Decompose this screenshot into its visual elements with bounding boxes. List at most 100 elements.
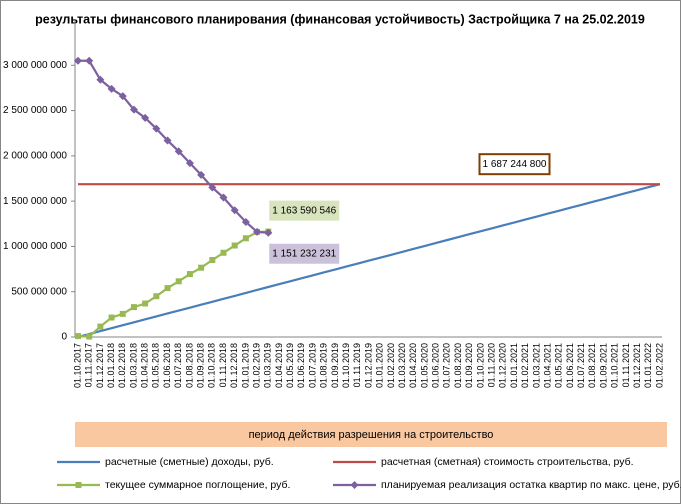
- marker: [74, 56, 82, 65]
- x-tick-label: 01.06.2020: [431, 343, 441, 388]
- marker: [219, 193, 228, 202]
- marker: [108, 314, 115, 321]
- x-tick-label: 01.12.2020: [498, 343, 508, 388]
- x-tick-label: 01.05.2019: [285, 343, 295, 388]
- x-tick-label: 01.09.2021: [598, 343, 608, 388]
- x-tick-label: 01.03.2021: [531, 343, 541, 388]
- x-tick-label: 01.02.2020: [386, 343, 396, 388]
- x-tick-label: 01.12.2019: [363, 343, 373, 388]
- x-tick-label: 01.09.2018: [195, 343, 205, 388]
- x-tick-label: 01.07.2019: [307, 343, 317, 388]
- marker: [118, 92, 127, 101]
- value-label: 1 151 232 231: [272, 248, 336, 259]
- x-tick-label: 01.04.2018: [140, 343, 150, 388]
- marker: [142, 300, 149, 307]
- marker: [119, 310, 126, 317]
- x-tick-label: 01.01.2019: [240, 343, 250, 388]
- marker: [242, 235, 249, 242]
- chart-title: результаты финансового планирования (фин…: [35, 12, 645, 26]
- x-tick-label: 01.08.2020: [453, 343, 463, 388]
- y-tick-label: 500 000 000: [11, 286, 67, 297]
- x-tick-label: 01.02.2019: [251, 343, 261, 388]
- y-tick-label: 1 000 000 000: [3, 241, 67, 252]
- x-tick-label: 01.06.2021: [565, 343, 575, 388]
- marker: [107, 84, 116, 93]
- y-tick-label: 2 000 000 000: [3, 150, 67, 161]
- x-tick-label: 01.02.2018: [117, 343, 127, 388]
- x-tick-label: 01.08.2019: [319, 343, 329, 388]
- x-tick-label: 01.12.2017: [95, 343, 105, 388]
- x-tick-label: 01.06.2018: [162, 343, 172, 388]
- x-tick-label: 01.07.2021: [576, 343, 586, 388]
- x-tick-label: 01.03.2020: [397, 343, 407, 388]
- marker: [208, 183, 217, 192]
- marker: [174, 147, 183, 156]
- legend-marker: [75, 482, 82, 488]
- x-tick-label: 01.09.2020: [464, 343, 474, 388]
- x-tick-label: 01.01.2018: [106, 343, 116, 388]
- x-tick-label: 01.12.2018: [229, 343, 239, 388]
- marker: [130, 304, 137, 311]
- annotation-band: [75, 422, 667, 447]
- y-tick-label: 3 000 000 000: [3, 60, 67, 71]
- x-tick-label: 01.07.2020: [442, 343, 452, 388]
- x-tick-label: 01.08.2021: [587, 343, 597, 388]
- x-tick-label: 01.05.2020: [419, 343, 429, 388]
- marker: [152, 124, 161, 133]
- x-tick-label: 01.01.2020: [375, 343, 385, 388]
- x-tick-label: 01.02.2022: [654, 343, 664, 388]
- x-tick-label: 01.11.2021: [621, 343, 631, 387]
- marker: [163, 136, 172, 145]
- marker: [253, 227, 262, 236]
- marker: [264, 228, 273, 237]
- x-tick-label: 01.10.2019: [341, 343, 351, 388]
- value-label-box: [269, 200, 340, 221]
- marker: [198, 264, 205, 271]
- marker: [231, 242, 238, 249]
- x-tick-label: 01.05.2021: [554, 343, 564, 388]
- x-tick-label: 01.11.2019: [352, 343, 362, 387]
- x-tick-label: 01.06.2019: [296, 343, 306, 388]
- marker: [141, 113, 150, 122]
- x-tick-label: 01.12.2021: [632, 343, 642, 388]
- x-tick-label: 01.04.2019: [274, 343, 284, 388]
- x-tick-label: 01.09.2019: [330, 343, 340, 388]
- marker: [197, 170, 206, 179]
- x-tick-label: 01.01.2021: [509, 343, 519, 388]
- series-line: [77, 183, 661, 339]
- marker: [186, 271, 193, 278]
- legend-label: расчетная (сметная) стоимость строительс…: [381, 456, 634, 468]
- value-label: 1 687 244 800: [483, 159, 547, 170]
- x-tick-label: 01.07.2018: [173, 343, 183, 388]
- y-tick-label: 2 500 000 000: [3, 105, 67, 116]
- marker: [75, 333, 81, 340]
- marker: [153, 293, 160, 300]
- x-tick-label: 01.11.2017: [84, 343, 94, 387]
- x-tick-label: 01.04.2020: [408, 343, 418, 388]
- y-tick-label: 1 500 000 000: [3, 196, 67, 207]
- legend-label: текущее суммарное поглощение, руб.: [105, 479, 290, 491]
- marker: [230, 206, 239, 215]
- legend-label: расчетные (сметные) доходы, руб.: [105, 456, 274, 468]
- marker: [86, 333, 93, 340]
- marker: [175, 278, 182, 285]
- marker: [129, 105, 138, 114]
- x-tick-label: 01.03.2019: [263, 343, 273, 388]
- marker: [185, 159, 194, 168]
- value-label-box: [269, 243, 340, 264]
- x-tick-label: 01.10.2020: [475, 343, 485, 388]
- legend-marker: [350, 481, 359, 489]
- value-label-box: [478, 153, 551, 176]
- x-tick-label: 01.05.2018: [151, 343, 161, 388]
- marker: [85, 56, 94, 65]
- legend-label: планируемая реализация остатка квартир п…: [381, 479, 681, 491]
- x-tick-label: 01.04.2021: [542, 343, 552, 388]
- value-label: 1 163 590 546: [272, 205, 336, 216]
- annotation: период действия разрешения на строительс…: [249, 429, 494, 441]
- marker: [220, 249, 227, 256]
- x-tick-label: 01.02.2021: [520, 343, 530, 388]
- marker: [209, 257, 216, 264]
- x-tick-label: 01.03.2018: [128, 343, 138, 388]
